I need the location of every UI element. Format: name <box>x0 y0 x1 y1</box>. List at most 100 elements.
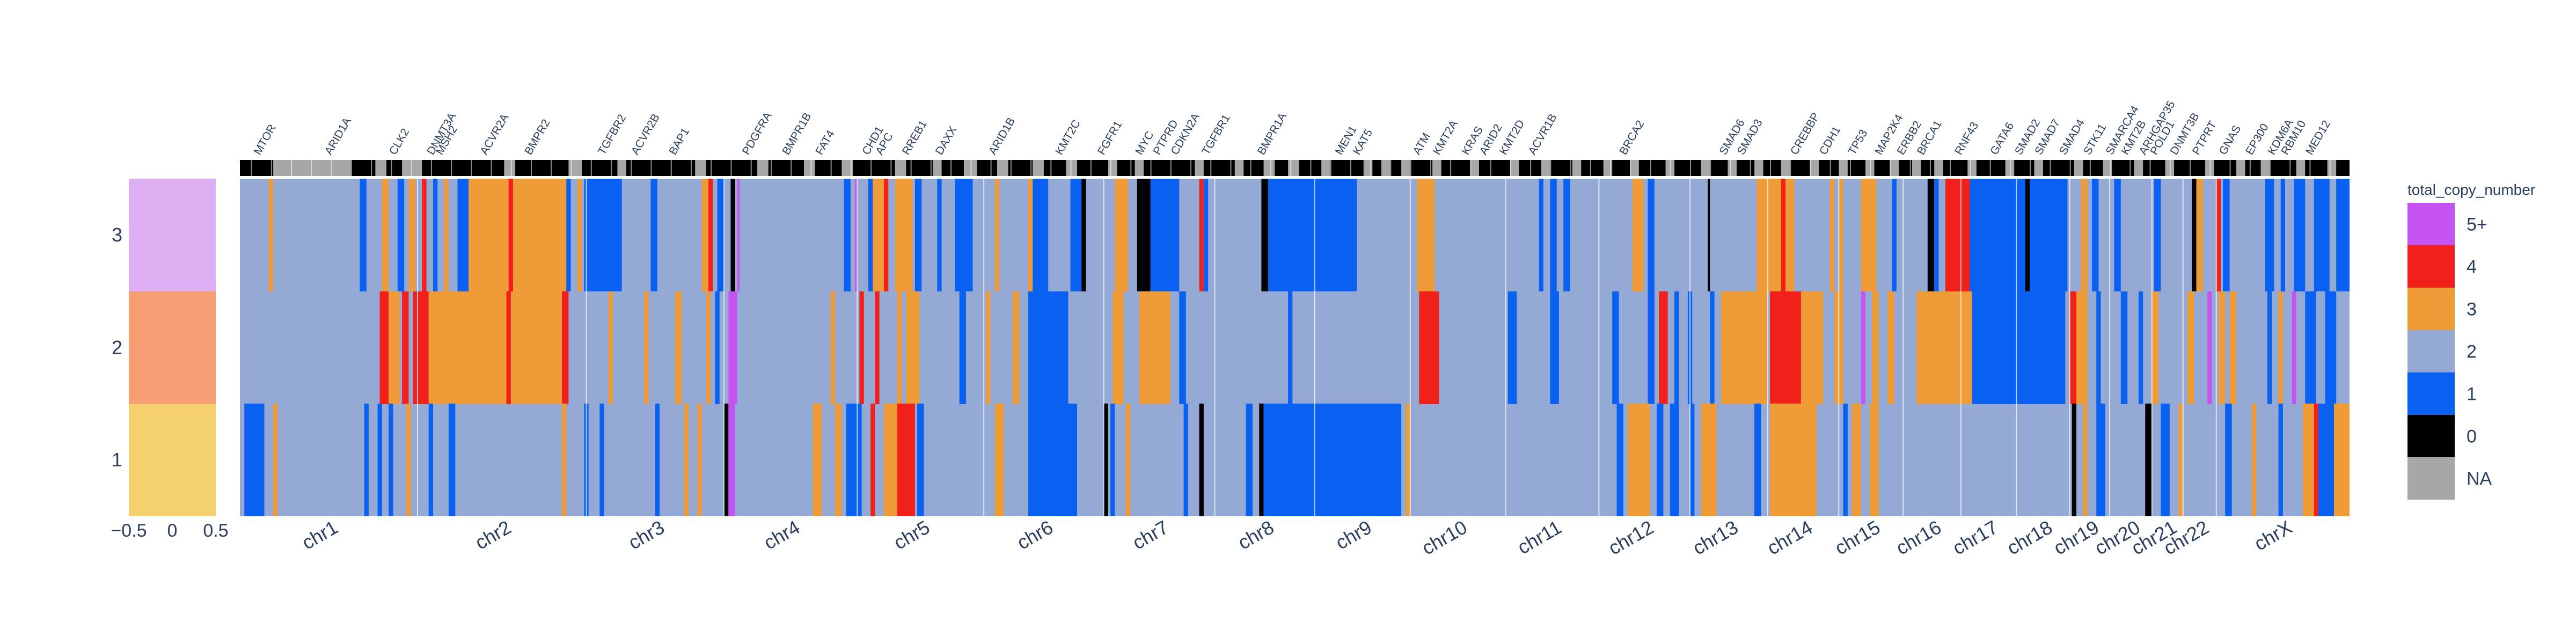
heatmap-cell <box>1670 404 1679 516</box>
gene-label: TP53 <box>1846 128 1870 157</box>
chromosome-separator <box>1598 179 1600 517</box>
heatmap-cell <box>1199 404 1204 516</box>
heatmap-cell <box>1754 404 1761 516</box>
heatmap-cell <box>715 291 720 404</box>
gene-bar-na <box>2074 160 2083 176</box>
gene-bar-na <box>2034 160 2043 176</box>
chromosome-label: chrX <box>2250 516 2296 555</box>
gene-bar-tick <box>270 160 272 176</box>
heatmap-cells <box>244 179 2350 517</box>
heatmap-cell <box>868 179 873 291</box>
heatmap-cell <box>2025 179 2030 291</box>
heatmap-cell <box>1203 179 1209 291</box>
heatmap-cell <box>382 179 389 291</box>
gene-bar-tick <box>970 160 972 176</box>
heatmap-cell <box>1419 291 1439 404</box>
gene-label: GATA6 <box>1988 120 2016 157</box>
heatmap-cell <box>706 291 711 404</box>
gene-bar-tick <box>1630 160 1631 176</box>
gene-bar-na <box>1321 160 1330 176</box>
heatmap-cell <box>2292 291 2296 404</box>
heatmap-cell <box>422 179 427 291</box>
gene-bar-na <box>2296 160 2306 176</box>
heatmap-cell <box>1406 404 1410 516</box>
heatmap-cell <box>1861 179 1877 291</box>
gene-label: BMPR1A <box>1255 111 1289 157</box>
heatmap-cell <box>1690 404 1695 516</box>
heatmap-cell <box>1829 179 1835 291</box>
heatmap-cell <box>1628 404 1650 516</box>
heatmap-cell <box>1770 291 1801 404</box>
gene-bar-tick <box>2329 160 2331 176</box>
gene-label: KMT2A <box>1431 118 1460 157</box>
heatmap-cell <box>561 291 569 404</box>
gene-label: MYC <box>1133 129 1156 157</box>
heatmap-cell <box>914 179 922 291</box>
heatmap-cell <box>917 404 924 516</box>
chromosome-label: chr5 <box>890 516 933 554</box>
heatmap-cell <box>1113 291 1124 404</box>
gene-bar-na <box>933 160 942 176</box>
heatmap-cell <box>1972 291 2066 404</box>
gene-bar-tick <box>1430 160 1431 176</box>
heatmap-cell <box>986 291 991 404</box>
heatmap-cell <box>1028 404 1077 516</box>
heatmap-cell <box>859 291 864 404</box>
heatmap-cell <box>1612 291 1619 404</box>
chromosome-label: chr16 <box>1892 516 1945 559</box>
cluster-axis-tick: 0 <box>167 521 178 541</box>
gene-bar-na <box>695 160 706 176</box>
gene-bar-na <box>1810 160 1819 176</box>
heatmap-cell <box>1852 404 1861 516</box>
row-label-3: 3 <box>112 224 122 246</box>
heatmap-cell <box>1563 179 1570 291</box>
heatmap-cell <box>883 179 889 291</box>
chromosome-separator <box>1902 179 1904 517</box>
gene-bar-na <box>402 160 422 176</box>
gene-bar-na <box>1630 160 1639 176</box>
heatmap-cell <box>577 179 582 291</box>
gene-bar-tick <box>1350 160 1351 176</box>
gene-bar-tick <box>2249 160 2251 176</box>
gene-bar-tick <box>471 160 472 176</box>
gene-bar-tick <box>411 160 412 176</box>
chromosome-separator <box>1103 179 1104 517</box>
heatmap-cell <box>1137 179 1151 291</box>
heatmap-cell <box>906 291 920 404</box>
gene-bar-tick <box>1989 160 1991 176</box>
heatmap-cell <box>448 404 456 516</box>
legend-title: total_copy_number <box>2407 181 2535 198</box>
heatmap-cell <box>389 291 400 404</box>
gene-bar-na <box>757 160 769 176</box>
gene-bar-tick <box>1190 160 1192 176</box>
heatmap-cell <box>1028 291 1069 404</box>
heatmap-cell <box>994 179 1000 291</box>
chromosome-label: chr15 <box>1831 516 1884 559</box>
gene-bar-tick <box>670 160 672 176</box>
gene-bar-na <box>2005 160 2015 176</box>
heatmap-cell <box>561 404 567 516</box>
chromosome-label: chr3 <box>625 516 668 554</box>
gene-bar-tick <box>2289 160 2291 176</box>
gene-bar-tick <box>1849 160 1851 176</box>
heatmap-cell <box>994 404 1004 516</box>
heatmap-cell <box>2223 179 2230 291</box>
heatmap-cell <box>855 179 858 291</box>
gene-bar-tick <box>730 160 732 176</box>
chromosome-separator <box>2069 179 2070 517</box>
legend-label: 3 <box>2467 299 2477 320</box>
gene-bar-na <box>1432 160 1441 176</box>
heatmap-cell <box>2192 179 2197 291</box>
heatmap-cell <box>1417 179 1435 291</box>
chromosome-label: chr10 <box>1418 516 1470 559</box>
gene-label: KMT2D <box>1497 118 1527 157</box>
heatmap-cell <box>1199 179 1204 291</box>
gene-label: ATM <box>1410 131 1432 157</box>
heatmap-cell <box>1934 179 1939 291</box>
heatmap-cell <box>377 404 382 516</box>
gene-bar-tick <box>1570 160 1571 176</box>
chromosome-separator <box>1214 179 1216 517</box>
gene-bar-na <box>1839 160 1848 176</box>
heatmap-cell <box>608 291 613 404</box>
heatmap-cell <box>830 291 835 404</box>
